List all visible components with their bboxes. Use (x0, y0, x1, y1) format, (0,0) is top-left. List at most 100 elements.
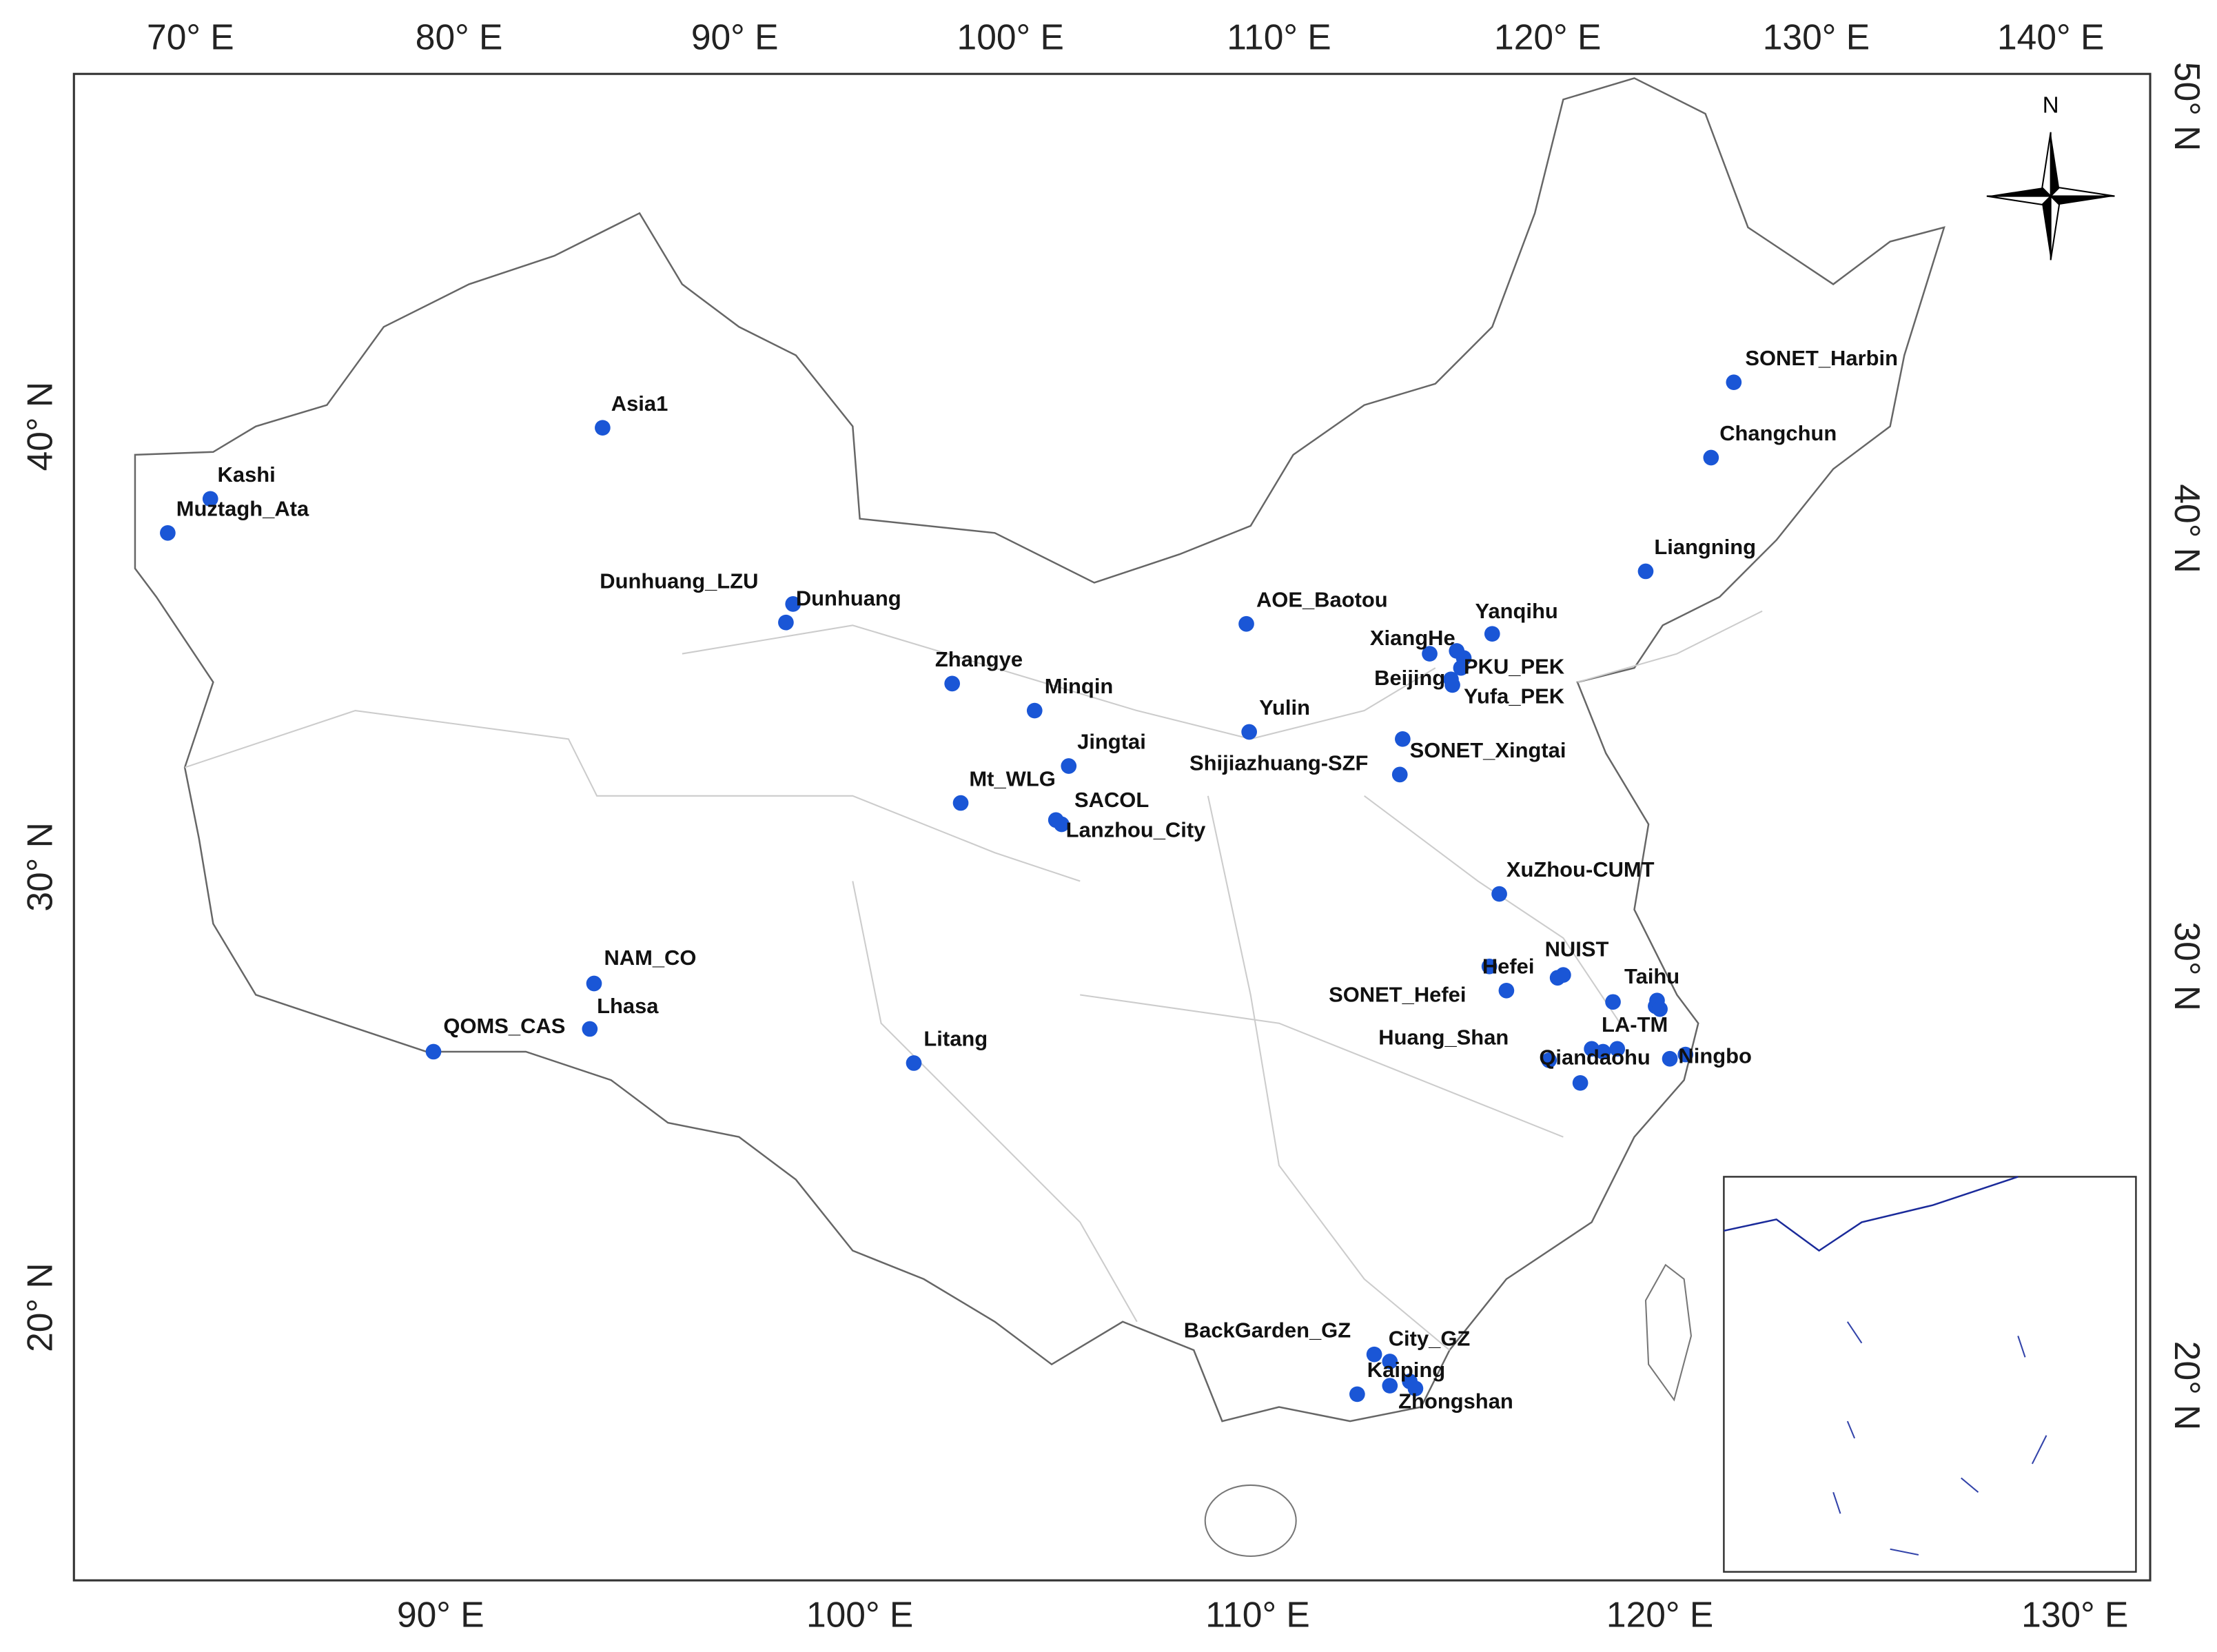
station-dot (1652, 1001, 1668, 1017)
right-axis-label: 30° N (2167, 921, 2207, 1011)
station-dot (906, 1055, 922, 1071)
station-label: NAM_CO (604, 946, 696, 970)
station-label: Lanzhou_City (1066, 818, 1207, 842)
left-axis-label: 40° N (20, 382, 60, 471)
station-dot (1637, 563, 1654, 580)
station-label: LA-TM (1602, 1012, 1668, 1037)
station-dot (1498, 982, 1515, 999)
station-label: Huang_Shan (1378, 1026, 1509, 1050)
station-dot (1605, 994, 1621, 1010)
station-dot (1444, 677, 1460, 693)
station-label: Zhongshan (1398, 1389, 1513, 1413)
station-dot (160, 524, 176, 541)
station-dot (1541, 1052, 1557, 1068)
station-label: Asia1 (611, 391, 668, 416)
station-label: SACOL (1074, 788, 1149, 812)
station-dot (586, 975, 602, 992)
station-label: Dunhuang_LZU (600, 569, 758, 593)
station-label: PKU_PEK (1464, 654, 1565, 678)
station-dot (1349, 1386, 1365, 1403)
station-label: Lhasa (597, 994, 659, 1018)
station-dot (1449, 643, 1465, 659)
station-dot (1238, 615, 1254, 632)
top-axis-label: 70° E (147, 17, 234, 57)
station-label: BackGarden_GZ (1184, 1318, 1351, 1342)
station-dot (1391, 766, 1408, 783)
station-dot (1572, 1074, 1588, 1091)
top-axis-label: 130° E (1763, 17, 1870, 57)
station-label: Ningbo (1678, 1043, 1751, 1068)
station-dot (1549, 970, 1566, 986)
hainan-outline (1204, 1484, 1297, 1558)
station-label: NUIST (1545, 937, 1609, 961)
station-label: Mt_WLG (969, 766, 1055, 791)
station-dot (1395, 731, 1411, 747)
station-label: Minqin (1045, 674, 1114, 698)
station-dot (944, 675, 961, 692)
inset-islands (1832, 1321, 2047, 1556)
station-label: SONET_Harbin (1745, 346, 1898, 370)
bottom-axis-label: 130° E (2021, 1594, 2128, 1634)
inset-frame (1723, 1176, 2137, 1573)
station-label: Taihu (1624, 964, 1679, 988)
top-axis-label: 120° E (1494, 17, 1601, 57)
station-label: Dunhuang (796, 586, 901, 610)
station-dot (1481, 958, 1498, 975)
station-label: Qiandaohu (1539, 1045, 1650, 1069)
station-dot (1609, 1041, 1626, 1057)
left-axis-label: 20° N (20, 1263, 60, 1352)
compass-rose: N (1986, 92, 2115, 261)
station-label: Yufa_PEK (1464, 684, 1565, 708)
station-dot (1677, 1046, 1694, 1063)
station-label: Changchun (1719, 421, 1837, 445)
station-dot (1726, 374, 1742, 391)
bottom-axis-label: 120° E (1606, 1594, 1713, 1634)
station-dot (1382, 1378, 1398, 1394)
top-axis-label: 100° E (957, 17, 1064, 57)
bottom-axis-label: 110° E (1205, 1594, 1309, 1634)
station-dot (1491, 886, 1507, 902)
station-dot (1662, 1050, 1678, 1067)
station-label: XuZhou-CUMT (1506, 857, 1655, 881)
station-dot (595, 420, 611, 436)
station-dot (1241, 724, 1257, 740)
compass-label: N (2043, 92, 2059, 117)
station-label: Hefei (1482, 954, 1535, 978)
province-borders (184, 610, 1763, 1351)
station-label: XiangHe (1370, 626, 1455, 650)
top-axis-label: 140° E (1997, 17, 2104, 57)
station-label: AOE_Baotou (1256, 587, 1388, 611)
right-axis-label: 40° N (2167, 484, 2207, 573)
station-dot (202, 491, 218, 507)
station-dot (778, 614, 794, 631)
station-dot (1595, 1043, 1611, 1060)
station-dot (1453, 660, 1469, 676)
station-dot (425, 1043, 442, 1060)
taiwan-outline (1644, 1263, 1693, 1402)
station-dot (1382, 1354, 1398, 1369)
station-label: Yulin (1259, 695, 1310, 720)
station-label: Litang (923, 1027, 988, 1051)
station-dot (785, 596, 801, 612)
station-label: Zhangye (935, 647, 1023, 671)
station-dot (1402, 1374, 1418, 1389)
station-dot (952, 795, 969, 811)
station-dot (1703, 449, 1719, 466)
inset-coastline (1724, 1176, 2019, 1252)
station-label: Kaiping (1367, 1358, 1445, 1382)
station-dot (1061, 758, 1077, 774)
station-label: SONET_Xingtai (1410, 738, 1566, 762)
station-label: SONET_Hefei (1329, 983, 1466, 1007)
station-dot (582, 1021, 598, 1037)
station-dot (1054, 816, 1070, 833)
bottom-axis-label: 90° E (397, 1594, 484, 1634)
top-axis-label: 80° E (416, 17, 503, 57)
right-axis-label: 50° N (2167, 62, 2207, 152)
station-label: Liangning (1654, 535, 1756, 559)
station-dot (1484, 626, 1500, 642)
top-axis-label: 90° E (691, 17, 779, 57)
station-label: Jingtai (1077, 730, 1146, 754)
station-label: Shijiazhuang-SZF (1189, 751, 1368, 775)
